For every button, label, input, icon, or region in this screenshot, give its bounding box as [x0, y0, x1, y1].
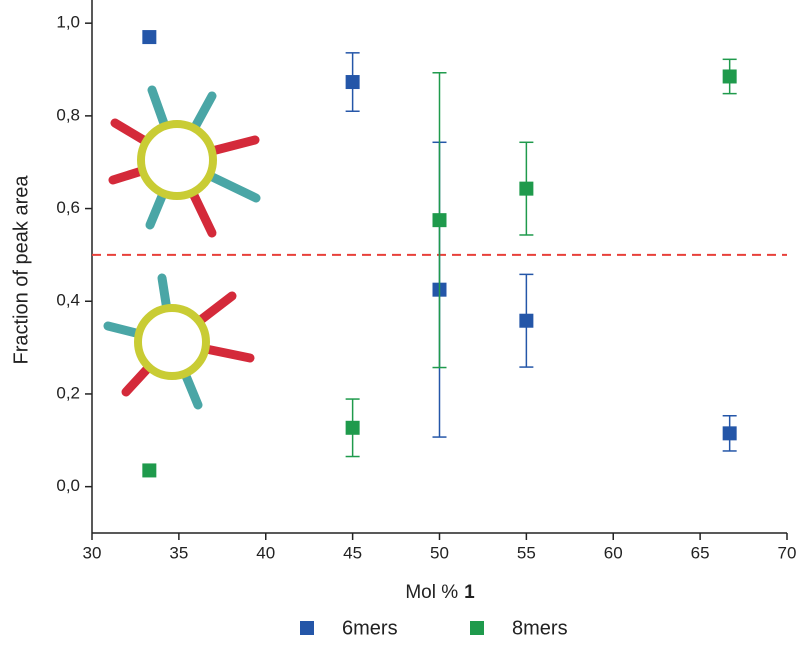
x-tick-label: 35 [169, 543, 188, 562]
point [345, 420, 360, 435]
y-tick-label: 0,8 [56, 105, 80, 124]
point [519, 313, 534, 328]
point [432, 213, 447, 228]
y-tick-label: 1,0 [56, 13, 80, 32]
point [519, 181, 534, 196]
x-tick-label: 30 [83, 543, 102, 562]
legend-swatch [470, 621, 484, 635]
y-tick-label: 0,4 [56, 291, 80, 310]
x-tick-label: 50 [430, 543, 449, 562]
x-tick-label: 45 [343, 543, 362, 562]
legend-label: 8mers [512, 617, 568, 639]
point [722, 69, 737, 84]
point [142, 463, 157, 478]
x-axis-label: Mol % 1 [405, 582, 475, 603]
x-tick-label: 60 [604, 543, 623, 562]
legend-label: 6mers [342, 617, 398, 639]
point [142, 30, 157, 45]
x-tick-label: 65 [691, 543, 710, 562]
x-tick-label: 40 [256, 543, 275, 562]
x-label-text: Mol % [405, 582, 458, 603]
x-tick-label: 70 [778, 543, 797, 562]
y-axis-label: Fraction of peak area [10, 175, 32, 365]
x-label-bold: 1 [464, 582, 475, 603]
legend-swatch [300, 621, 314, 635]
x-tick-label: 55 [517, 543, 536, 562]
y-tick-label: 0,2 [56, 383, 80, 402]
illustration [103, 85, 261, 410]
point [345, 75, 360, 90]
y-tick-label: 0,0 [56, 476, 80, 495]
y-tick-label: 0,6 [56, 198, 80, 217]
point [722, 426, 737, 441]
